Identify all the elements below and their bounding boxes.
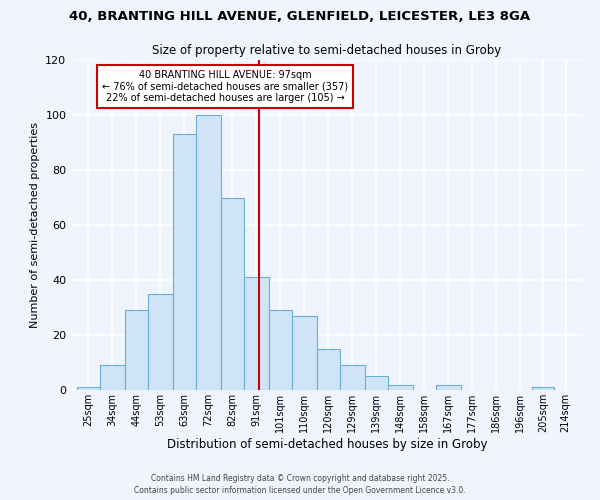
Bar: [100, 365, 125, 390]
Bar: [340, 365, 365, 390]
Bar: [292, 316, 317, 390]
Bar: [148, 294, 173, 390]
Text: Contains HM Land Registry data © Crown copyright and database right 2025.
Contai: Contains HM Land Registry data © Crown c…: [134, 474, 466, 495]
Bar: [365, 376, 388, 390]
Bar: [388, 384, 413, 390]
Y-axis label: Number of semi-detached properties: Number of semi-detached properties: [30, 122, 40, 328]
X-axis label: Distribution of semi-detached houses by size in Groby: Distribution of semi-detached houses by …: [167, 438, 487, 450]
Text: 40 BRANTING HILL AVENUE: 97sqm
← 76% of semi-detached houses are smaller (357)
2: 40 BRANTING HILL AVENUE: 97sqm ← 76% of …: [102, 70, 348, 103]
Bar: [77, 387, 100, 390]
Bar: [173, 134, 196, 390]
Text: 40, BRANTING HILL AVENUE, GLENFIELD, LEICESTER, LE3 8GA: 40, BRANTING HILL AVENUE, GLENFIELD, LEI…: [70, 10, 530, 23]
Bar: [317, 349, 340, 390]
Bar: [244, 277, 269, 390]
Bar: [196, 115, 221, 390]
Bar: [269, 310, 292, 390]
Bar: [532, 387, 554, 390]
Bar: [436, 384, 461, 390]
Bar: [125, 310, 148, 390]
Title: Size of property relative to semi-detached houses in Groby: Size of property relative to semi-detach…: [152, 44, 502, 58]
Bar: [221, 198, 244, 390]
